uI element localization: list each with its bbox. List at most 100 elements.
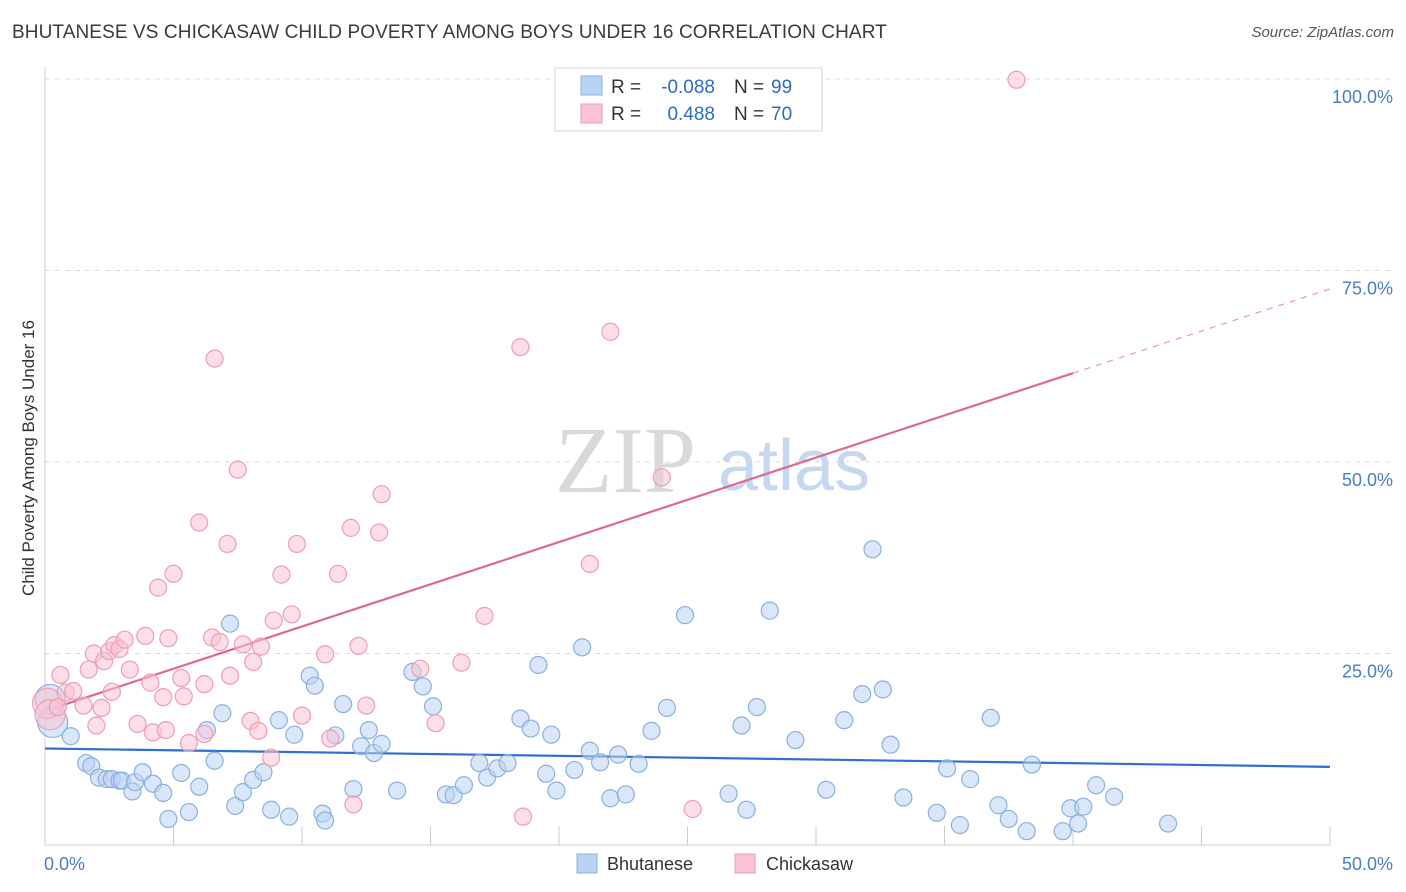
point-chickasaw-60 [511,338,530,357]
point-chickasaw-54 [370,523,389,542]
point-bhutanese-89 [999,809,1018,829]
point-chickasaw-46 [292,706,312,725]
point-bhutanese-57 [542,725,561,744]
legend-r-label-1: R = [611,77,641,98]
y-tick-label-3: 100.0% [1332,87,1393,107]
point-bhutanese-42 [387,781,407,800]
point-bhutanese-23 [226,796,245,816]
point-chickasaw-56 [411,659,430,678]
point-bhutanese-78 [853,684,872,704]
x-tick-label-1: 50.0% [1342,854,1393,874]
point-chickasaw-16 [115,630,134,649]
point-chickasaw-41 [262,748,281,767]
point-bhutanese-21 [213,704,232,723]
point-chickasaw-61 [513,807,533,826]
point-bhutanese-73 [747,698,766,717]
point-chickasaw-62 [580,554,599,573]
legend-r-value-2: 0.488 [667,104,715,125]
point-bhutanese-12 [133,763,152,782]
point-bhutanese-97 [1105,787,1124,806]
point-chickasaw-6 [74,696,93,715]
point-bhutanese-75 [786,730,805,750]
bottom-legend-bhutanese: Bhutanese [607,854,693,874]
point-bhutanese-2 [61,727,80,746]
point-bhutanese-55 [529,655,548,675]
point-chickasaw-43 [272,565,291,584]
point-bhutanese-65 [616,785,635,804]
point-chickasaw-34 [218,534,237,554]
trend-line-bhutanese [44,747,1331,768]
point-bhutanese-98 [1158,814,1178,833]
point-bhutanese-77 [835,711,854,730]
point-chickasaw-47 [316,645,335,664]
point-chickasaw-10 [92,698,111,717]
point-bhutanese-27 [262,800,281,819]
point-bhutanese-66 [629,754,648,773]
point-chickasaw-29 [190,513,209,532]
point-bhutanese-16 [172,763,191,783]
trend-line-chickasaw-extension [1072,288,1331,374]
point-chickasaw-20 [141,673,160,692]
watermark-atlas: atlas [718,426,870,506]
point-chickasaw-39 [244,652,263,672]
point-chickasaw-19 [136,626,155,645]
point-chickasaw-63 [601,322,620,341]
point-bhutanese-96 [1087,776,1106,795]
point-chickasaw-35 [220,666,240,685]
point-chickasaw-33 [210,632,229,652]
point-bhutanese-85 [950,815,970,835]
point-bhutanese-58 [547,781,566,800]
point-chickasaw-23 [154,688,173,707]
point-bhutanese-63 [601,789,620,808]
point-chickasaw-3 [51,665,70,685]
point-chickasaw-36 [228,460,247,479]
legend-n-value-1: 99 [771,77,792,98]
point-chickasaw-28 [179,734,199,753]
bottom-legend: Bhutanese Chickasaw [576,853,854,874]
legend-swatch-bhutanese [580,75,603,96]
point-bhutanese-68 [657,698,677,717]
trend-lines [44,288,1331,768]
point-bhutanese-62 [591,753,610,772]
point-bhutanese-18 [190,777,209,796]
point-bhutanese-28 [269,711,288,730]
point-chickasaw-49 [328,564,348,583]
point-bhutanese-59 [565,760,584,780]
point-bhutanese-92 [1053,822,1072,841]
point-chickasaw-51 [344,795,363,814]
point-bhutanese-34 [316,811,335,830]
point-bhutanese-54 [521,719,540,738]
point-bhutanese-64 [609,745,628,764]
y-tick-label-1: 50.0% [1342,470,1393,490]
point-bhutanese-67 [642,721,661,740]
y-tick-labels: 25.0% 50.0% 75.0% 100.0% [1332,87,1393,682]
point-chickasaw-57 [426,714,445,733]
point-bhutanese-84 [937,759,957,778]
point-chickasaw-68 [195,724,214,744]
legend-n-label-1: N = [734,77,764,98]
watermark: ZIP atlas [555,409,870,513]
point-bhutanese-80 [873,680,892,699]
y-tick-label-2: 75.0% [1342,279,1393,299]
y-axis-label: Child Poverty Among Boys Under 16 [19,320,38,596]
point-chickasaw-67 [249,721,268,740]
point-chickasaw-2 [48,698,67,717]
point-bhutanese-87 [981,708,1000,727]
point-bhutanese-14 [154,783,173,803]
point-chickasaw-32 [205,349,224,368]
legend-r-value-1: -0.088 [661,77,715,98]
point-chickasaw-55 [372,485,391,504]
point-bhutanese-24 [233,783,252,802]
point-bhutanese-91 [1022,755,1041,774]
x-tick-labels: 0.0% 50.0% [44,854,1393,874]
point-chickasaw-48 [321,729,340,748]
point-bhutanese-32 [305,676,324,695]
point-chickasaw-52 [349,636,368,655]
bottom-legend-swatch-chickasaw [734,853,756,874]
point-bhutanese-69 [675,606,695,625]
point-bhutanese-95 [1074,797,1093,816]
point-chickasaw-50 [341,518,360,537]
point-chickasaw-5 [64,681,83,701]
point-chickasaw-45 [287,534,306,554]
